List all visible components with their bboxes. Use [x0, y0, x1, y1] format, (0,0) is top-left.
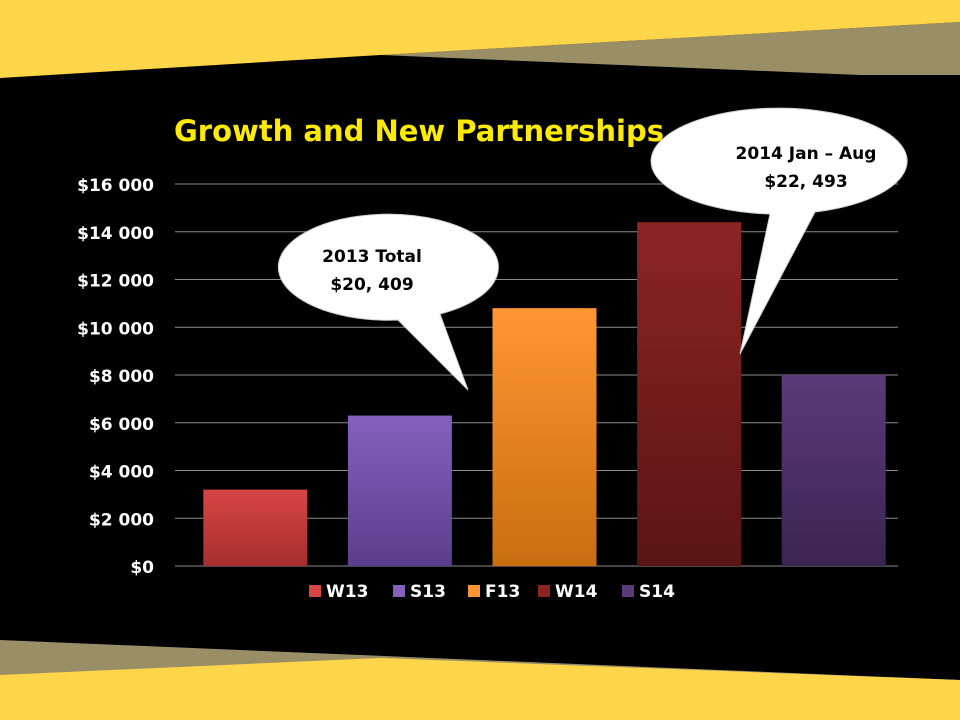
callout-2014-jan-aug: 2014 Jan – Aug $22, 493 — [650, 107, 908, 355]
top-khaki-band — [380, 22, 960, 75]
y-tick-label: $10 000 — [77, 319, 154, 339]
bar-w14 — [637, 222, 742, 566]
y-tick-label: $16 000 — [77, 176, 154, 196]
y-tick-label: $12 000 — [77, 272, 154, 292]
bars — [203, 222, 886, 566]
bar-f13 — [492, 308, 597, 566]
legend: W13 S13 F13 W14 S14 — [309, 582, 675, 602]
legend-swatch — [622, 585, 634, 597]
callout-bubble-2014 — [650, 107, 908, 355]
legend-label: W13 — [326, 582, 368, 602]
callout-2014-line1: 2014 Jan – Aug — [736, 144, 877, 164]
callout-2013-line1: 2013 Total — [322, 247, 422, 267]
y-axis-tick-labels: $0 $2 000 $4 000 $6 000 $8 000 $10 000 $12 000… — [77, 176, 154, 578]
y-tick-label: $14 000 — [77, 224, 154, 244]
y-tick-label: $8 000 — [89, 367, 154, 387]
legend-label: F13 — [485, 582, 520, 602]
legend-swatch — [393, 585, 405, 597]
legend-label: W14 — [555, 582, 598, 602]
bottom-gold-band — [0, 658, 960, 720]
bar-s14 — [781, 375, 886, 566]
bar-w13 — [203, 489, 308, 566]
legend-swatch — [538, 585, 550, 597]
callout-2013-line2: $20, 409 — [330, 275, 413, 295]
bar-s13 — [347, 415, 452, 566]
y-tick-label: $2 000 — [89, 510, 154, 530]
legend-swatch — [309, 585, 321, 597]
top-gold-band — [0, 0, 960, 78]
chart-title: Growth and New Partnerships — [174, 114, 664, 148]
legend-label: S14 — [639, 582, 675, 602]
callout-2013-total: 2013 Total $20, 409 — [277, 213, 499, 391]
legend-swatch — [468, 585, 480, 597]
y-tick-label: $4 000 — [89, 463, 154, 483]
y-tick-label: $6 000 — [89, 415, 154, 435]
legend-label: S13 — [410, 582, 446, 602]
callout-2014-line2: $22, 493 — [764, 172, 847, 192]
y-tick-label: $0 — [130, 558, 154, 578]
callout-bubble-2013 — [277, 213, 499, 391]
